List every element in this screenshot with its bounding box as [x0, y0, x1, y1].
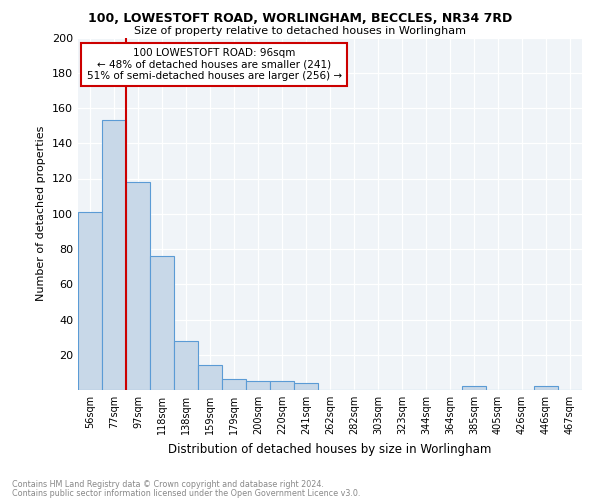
Bar	[102, 120, 126, 390]
Bar	[246, 381, 270, 390]
Bar	[462, 386, 486, 390]
Bar	[150, 256, 174, 390]
Bar	[222, 380, 246, 390]
Text: Contains public sector information licensed under the Open Government Licence v3: Contains public sector information licen…	[12, 488, 361, 498]
Y-axis label: Number of detached properties: Number of detached properties	[37, 126, 46, 302]
Bar	[198, 366, 222, 390]
Text: Size of property relative to detached houses in Worlingham: Size of property relative to detached ho…	[134, 26, 466, 36]
Text: 100 LOWESTOFT ROAD: 96sqm
← 48% of detached houses are smaller (241)
51% of semi: 100 LOWESTOFT ROAD: 96sqm ← 48% of detac…	[86, 48, 341, 82]
Bar	[270, 381, 294, 390]
Bar	[78, 212, 102, 390]
Bar	[174, 340, 198, 390]
Text: 100, LOWESTOFT ROAD, WORLINGHAM, BECCLES, NR34 7RD: 100, LOWESTOFT ROAD, WORLINGHAM, BECCLES…	[88, 12, 512, 26]
Bar	[534, 386, 558, 390]
Bar	[294, 383, 318, 390]
Bar	[126, 182, 150, 390]
Text: Contains HM Land Registry data © Crown copyright and database right 2024.: Contains HM Land Registry data © Crown c…	[12, 480, 324, 489]
X-axis label: Distribution of detached houses by size in Worlingham: Distribution of detached houses by size …	[169, 442, 491, 456]
